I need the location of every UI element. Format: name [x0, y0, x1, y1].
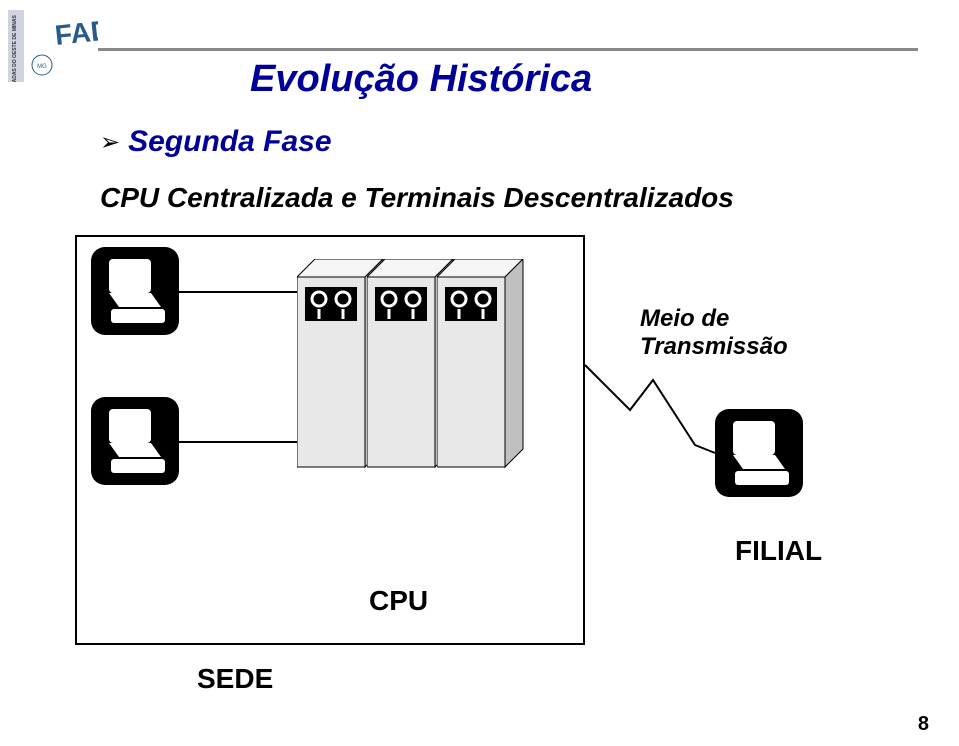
terminal-icon: [91, 247, 179, 335]
bullet-text: Segunda Fase: [128, 125, 331, 159]
bullet-row: ➢ Segunda Fase: [100, 125, 332, 159]
cpu-label: CPU: [369, 585, 428, 617]
sede-label: SEDE: [197, 663, 273, 695]
filial-label: FILIAL: [735, 535, 822, 567]
svg-text:FADOM: FADOM: [53, 10, 98, 51]
connection-line: [179, 441, 301, 443]
server-group: [297, 259, 527, 469]
subtitle-text: CPU Centralizada e Terminais Descentrali…: [100, 182, 734, 214]
connection-line: [179, 291, 301, 293]
svg-text:FACULDADES INTEGRADAS DO OESTE: FACULDADES INTEGRADAS DO OESTE DE MINAS: [12, 15, 18, 82]
logo: FACULDADES INTEGRADAS DO OESTE DE MINAS …: [8, 10, 98, 82]
slide-title: Evolução Histórica: [250, 58, 592, 101]
server-unit: [297, 259, 371, 459]
sede-box: CPU: [75, 235, 585, 645]
transmission-label: Meio de Transmissão: [640, 305, 875, 361]
top-horizontal-rule: [98, 48, 918, 51]
terminal-icon: [91, 397, 179, 485]
svg-text:MG: MG: [37, 64, 47, 70]
diagram-area: CPU Meio de Transmissão FILIAL SEDE: [75, 235, 875, 665]
bullet-arrow-icon: ➢: [100, 128, 120, 157]
server-unit: [367, 259, 441, 459]
server-unit: [437, 259, 511, 459]
page-number: 8: [918, 713, 929, 736]
terminal-icon: [715, 409, 803, 497]
